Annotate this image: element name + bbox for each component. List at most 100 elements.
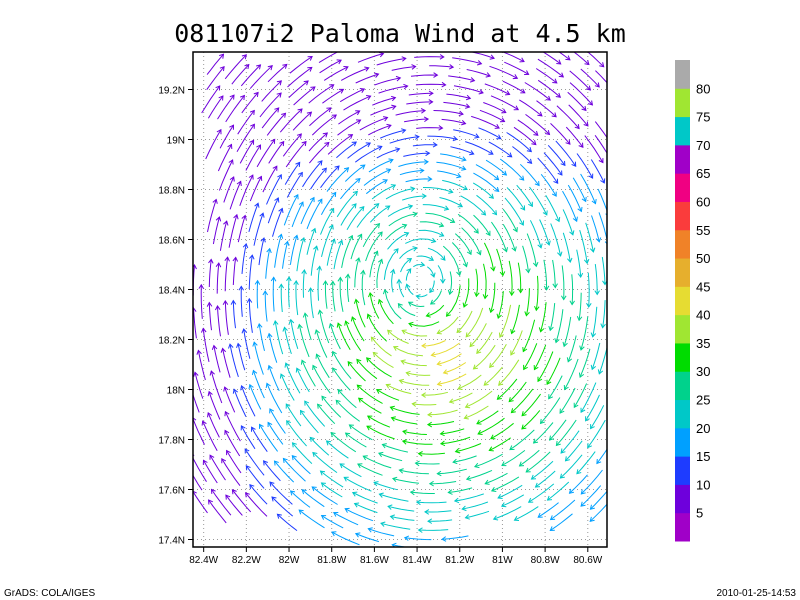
streamline-arrow [559, 408, 565, 414]
streamline-segment [416, 294, 428, 298]
streamline-segment [298, 324, 310, 358]
streamline-arrow [571, 161, 577, 167]
streamline-segment [594, 264, 598, 295]
streamline-segment [356, 359, 378, 380]
streamline-segment [217, 305, 221, 337]
streamline-segment [208, 391, 221, 420]
streamline-arrow [391, 104, 397, 110]
streamline-segment [202, 328, 210, 363]
streamline-segment [356, 203, 380, 228]
streamline-arrow [315, 353, 321, 359]
streamline-arrow [423, 159, 429, 165]
streamline-arrow [549, 515, 556, 521]
streamline-segment [347, 361, 366, 382]
streamline-arrow [295, 367, 301, 373]
streamline-arrow [584, 60, 590, 66]
streamline-arrow [273, 460, 279, 466]
streamline-segment [225, 494, 243, 516]
streamline-segment [421, 391, 449, 396]
streamline-segment [408, 301, 425, 308]
streamline-segment [245, 465, 265, 489]
streamline-arrow [552, 78, 558, 84]
streamline-segment [440, 428, 465, 435]
streamline-segment [389, 136, 419, 144]
streamline-arrow [269, 481, 275, 487]
streamline-segment [508, 381, 527, 402]
streamline-segment [427, 409, 458, 416]
streamline-segment [368, 124, 392, 136]
streamline-arrow [407, 204, 414, 210]
streamline-segment [357, 463, 383, 476]
streamline-arrow [246, 297, 253, 303]
streamline-arrow [427, 518, 433, 524]
streamline-segment [386, 384, 412, 395]
streamline-arrow [298, 509, 304, 515]
streamline-arrow [201, 420, 207, 426]
streamline-segment [598, 345, 607, 374]
streamline-segment [525, 113, 550, 135]
streamline-segment [382, 444, 409, 453]
streamline-arrow [551, 112, 557, 118]
streamline-segment [473, 172, 500, 192]
streamline-segment [237, 215, 246, 243]
streamline-segment [427, 247, 446, 261]
streamline-arrow [215, 216, 222, 222]
streamline-segment [259, 92, 282, 118]
streamline-arrow [473, 462, 480, 469]
streamline-arrow [232, 256, 239, 262]
streamline-segment [437, 265, 444, 283]
streamline-arrow [343, 476, 349, 482]
streamline-segment [539, 219, 550, 246]
streamline-arrow [353, 298, 360, 304]
streamline-arrow [521, 424, 527, 430]
streamline-arrow [225, 494, 231, 500]
streamline-arrow [448, 64, 455, 70]
streamline-segment [535, 68, 558, 84]
colorbar-label: 15 [696, 449, 710, 464]
streamline-segment [561, 265, 565, 300]
streamline-segment [252, 370, 265, 399]
streamline-segment [380, 522, 411, 530]
streamline-arrow [229, 176, 235, 182]
streamline-arrow [321, 167, 327, 173]
plot-frame [192, 51, 608, 548]
streamline-segment [245, 144, 261, 171]
colorbar-swatch [675, 427, 690, 457]
streamline-segment [355, 299, 366, 328]
streamline-segment [284, 327, 292, 355]
streamline-arrow [286, 420, 292, 426]
streamline-arrow [408, 321, 414, 328]
streamline-arrow [331, 114, 337, 120]
streamline-segment [274, 320, 284, 355]
streamline-arrow [344, 320, 350, 326]
streamline-arrow [282, 457, 288, 463]
streamline-segment [339, 277, 344, 312]
streamline-arrow [229, 94, 235, 100]
streamline-arrow [244, 448, 250, 454]
streamline-segment [569, 82, 593, 106]
streamline-segment [489, 437, 511, 451]
streamline-arrow [457, 384, 463, 390]
streamline-segment [376, 259, 383, 289]
streamline-arrow [251, 426, 256, 432]
streamline-arrow [454, 448, 461, 454]
streamline-segment [345, 432, 367, 448]
streamline-arrow [300, 359, 306, 365]
streamline-arrow [236, 180, 242, 186]
streamline-segment [446, 285, 461, 317]
colorbar-swatch [675, 399, 690, 429]
streamline-segment [264, 291, 268, 322]
streamline-arrow [576, 469, 582, 475]
streamline-arrow [585, 85, 592, 91]
streamline-arrow [332, 512, 339, 517]
streamline-arrow [548, 394, 554, 400]
streamline-segment [302, 269, 305, 298]
streamline-segment [453, 129, 479, 138]
y-tick-label: 17.6N [158, 486, 185, 497]
streamline-arrow [452, 135, 458, 142]
streamline-arrow [324, 141, 330, 148]
streamline-segment [304, 400, 326, 427]
streamline-arrow [392, 346, 399, 351]
streamline-segment [430, 290, 442, 305]
streamline-arrow [337, 276, 344, 282]
